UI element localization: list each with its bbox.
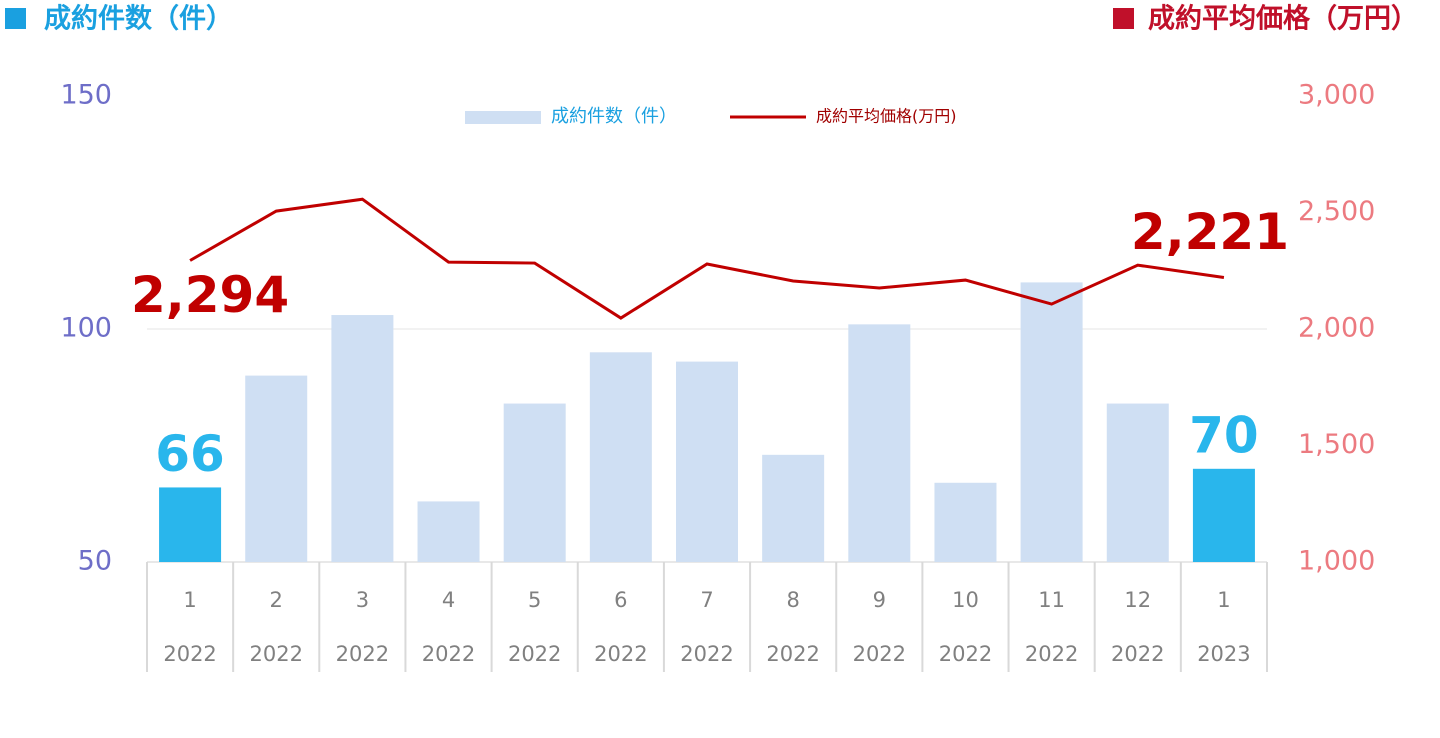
line-value-label: 2,221: [1131, 203, 1289, 261]
title-marker: [1113, 8, 1134, 29]
x-tick-label: 2: [270, 588, 283, 612]
x-group-label: 2022: [250, 642, 303, 666]
x-group-label: 2022: [1025, 642, 1078, 666]
title-marker: [5, 8, 26, 29]
bar: [1192, 468, 1255, 562]
y-tick-label: 50: [78, 546, 112, 577]
legend-swatch: [465, 111, 541, 124]
x-group-label: 2022: [163, 642, 216, 666]
x-tick-label: 8: [786, 588, 799, 612]
x-group-label: 2022: [422, 642, 475, 666]
y2-tick-label: 1,000: [1298, 546, 1375, 577]
line-value-label: 2,294: [131, 266, 289, 324]
x-group-label: 2022: [508, 642, 561, 666]
x-group-label: 2022: [1111, 642, 1164, 666]
x-tick-label: 1: [1217, 588, 1230, 612]
x-tick-label: 6: [614, 588, 627, 612]
y2-tick-label: 2,000: [1298, 313, 1375, 344]
x-tick-label: 12: [1124, 588, 1151, 612]
x-group-label: 2022: [766, 642, 819, 666]
bar-value-label: 66: [155, 425, 225, 483]
legend-label: 成約件数（件）: [551, 106, 677, 127]
x-tick-label: 11: [1038, 588, 1065, 612]
bar: [589, 352, 652, 562]
x-group-label: 2023: [1197, 642, 1250, 666]
bar-value-label: 70: [1189, 406, 1259, 464]
bar: [331, 315, 394, 562]
x-tick-label: 5: [528, 588, 541, 612]
x-tick-label: 9: [873, 588, 886, 612]
bar: [1106, 403, 1169, 562]
x-tick-label: 3: [356, 588, 369, 612]
x-group-label: 2022: [853, 642, 906, 666]
y-tick-label: 150: [60, 80, 112, 111]
x-tick-label: 1: [183, 588, 196, 612]
x-group-label: 2022: [939, 642, 992, 666]
x-group-label: 2022: [336, 642, 389, 666]
bar: [417, 501, 480, 562]
bar: [934, 482, 997, 562]
bar: [762, 454, 825, 562]
bar: [1020, 282, 1083, 562]
y-tick-label: 100: [60, 313, 112, 344]
legend-label: 成約平均価格(万円): [816, 107, 957, 126]
y2-tick-label: 2,500: [1298, 196, 1375, 227]
bar: [848, 324, 911, 562]
x-tick-label: 7: [700, 588, 713, 612]
y2-tick-label: 1,500: [1298, 429, 1375, 460]
y2-tick-label: 3,000: [1298, 80, 1375, 111]
bar: [159, 487, 222, 562]
bar: [245, 375, 308, 562]
y2-axis-title: 成約平均価格（万円）: [1148, 3, 1418, 35]
x-group-label: 2022: [680, 642, 733, 666]
line: [189, 197, 1225, 320]
y-axis-title: 成約件数（件）: [44, 3, 233, 35]
x-tick-label: 4: [442, 588, 455, 612]
bar: [676, 361, 738, 562]
x-tick-label: 10: [952, 588, 979, 612]
x-group-label: 2022: [594, 642, 647, 666]
bar: [503, 403, 566, 562]
